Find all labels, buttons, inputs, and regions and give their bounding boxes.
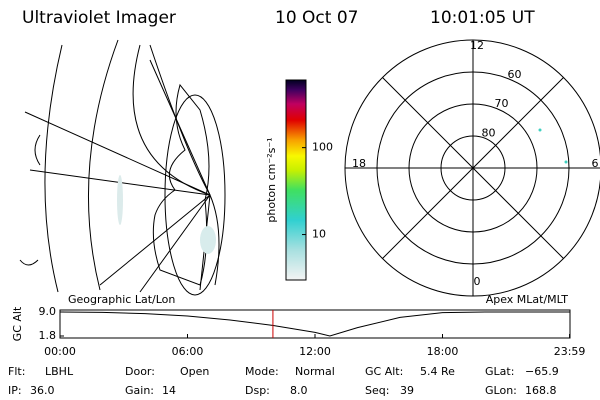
colorbar-tick-label: 100 [312,141,333,154]
x-tick-label: 00:00 [44,345,76,358]
info-label: Seq: [365,384,389,397]
time: 10:01:05 UT [430,8,535,28]
colorbar-tick-label: 10 [312,228,326,241]
info-label: GLat: [485,365,514,378]
mlat-label: 60 [507,68,521,81]
info-value: Open [180,365,209,378]
colorbar: photon cm⁻²s⁻¹ 10 100 [265,79,333,281]
polar-ring [408,103,538,233]
mlat-label: 70 [494,97,508,110]
mlt-label: 0 [474,275,481,288]
y-axis-label: GC Alt [11,306,24,341]
polar-spokes [345,40,600,296]
mlt-label: 18 [352,157,366,170]
info-value: 168.8 [525,384,557,397]
mlt-label: 12 [470,39,484,52]
polar-ring [376,71,570,265]
x-tick-label: 06:00 [172,345,204,358]
info-value: Normal [295,365,335,378]
info-value: LBHL [45,365,74,378]
info-label: Door: [125,365,155,378]
info-value: 39 [400,384,414,397]
plot-frame [59,309,571,339]
earth-image [19,39,226,296]
colorbar-scale [285,79,307,281]
polar-ring [344,39,600,297]
title: Ultraviolet Imager [22,8,176,28]
mlt-label: 6 [592,157,599,170]
info-label: Mode: [245,365,279,378]
y-tick-label: 1.8 [39,329,57,342]
colorbar-label: photon cm⁻²s⁻¹ [265,137,278,222]
info-value: 14 [162,384,176,397]
info-value: −65.9 [525,365,559,378]
image-label: Apex MLat/MLT [486,293,569,306]
x-tick-label: 12:00 [299,345,331,358]
info-panel: Flt: LBHL Door: Open Mode: Normal GC Alt: 5.4 R… [8,365,559,397]
altitude-line [59,311,570,337]
info-label: GLon: [485,384,517,397]
info-label: Gain: [125,384,154,397]
info-label: GC Alt: [365,365,403,378]
info-label: IP: [8,384,22,397]
info-value: 36.0 [30,384,55,397]
x-tick-label: 18:00 [427,345,459,358]
info-label: Dsp: [245,384,270,397]
y-tick-label: 9.0 [39,305,57,318]
info-label: Flt: [8,365,25,378]
info-value: 8.0 [290,384,308,397]
date: 10 Oct 07 [275,8,358,28]
image-label: Geographic Lat/Lon [68,293,175,306]
altitude-plot: GC Alt 9.0 1.8 00:00 06:00 12:00 18:00 23:59 [11,305,585,358]
info-value: 5.4 Re [420,365,455,378]
polar-ring [440,135,506,201]
mlat-label: 80 [481,126,495,139]
x-tick-label: 23:59 [554,345,586,358]
